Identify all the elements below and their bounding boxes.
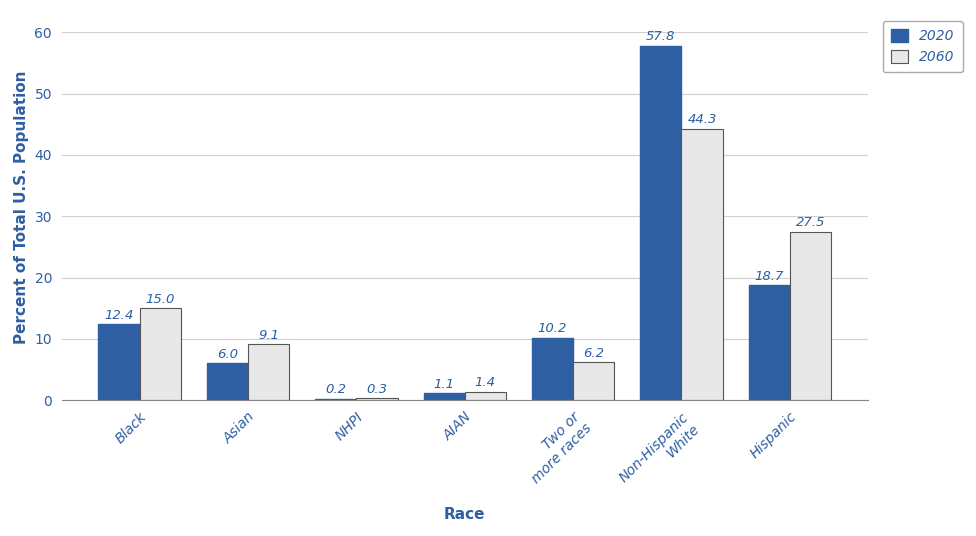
Text: 1.1: 1.1: [433, 378, 455, 391]
Text: 6.2: 6.2: [584, 347, 604, 360]
Y-axis label: Percent of Total U.S. Population: Percent of Total U.S. Population: [14, 70, 29, 344]
X-axis label: Race: Race: [444, 507, 485, 522]
Bar: [749, 286, 790, 400]
Bar: [140, 308, 181, 400]
Text: 27.5: 27.5: [795, 216, 825, 229]
Text: 18.7: 18.7: [754, 270, 784, 283]
Bar: [465, 392, 506, 400]
Text: 15.0: 15.0: [145, 293, 175, 306]
Text: 6.0: 6.0: [217, 348, 238, 361]
Bar: [424, 393, 465, 400]
Bar: [207, 363, 248, 400]
Text: 1.4: 1.4: [474, 376, 496, 389]
Bar: [790, 232, 831, 400]
Bar: [356, 398, 397, 400]
Text: 44.3: 44.3: [687, 113, 716, 126]
Bar: [573, 362, 614, 400]
Text: 0.2: 0.2: [325, 383, 346, 397]
Bar: [640, 46, 681, 400]
Text: 9.1: 9.1: [258, 329, 279, 342]
Text: 12.4: 12.4: [104, 309, 134, 322]
Text: 10.2: 10.2: [538, 322, 567, 335]
Text: 57.8: 57.8: [646, 31, 675, 43]
Bar: [681, 129, 722, 400]
Legend: 2020, 2060: 2020, 2060: [882, 21, 962, 72]
Bar: [315, 399, 356, 400]
Bar: [248, 344, 289, 400]
Bar: [532, 338, 573, 400]
Bar: [99, 324, 140, 400]
Text: 0.3: 0.3: [366, 383, 387, 396]
